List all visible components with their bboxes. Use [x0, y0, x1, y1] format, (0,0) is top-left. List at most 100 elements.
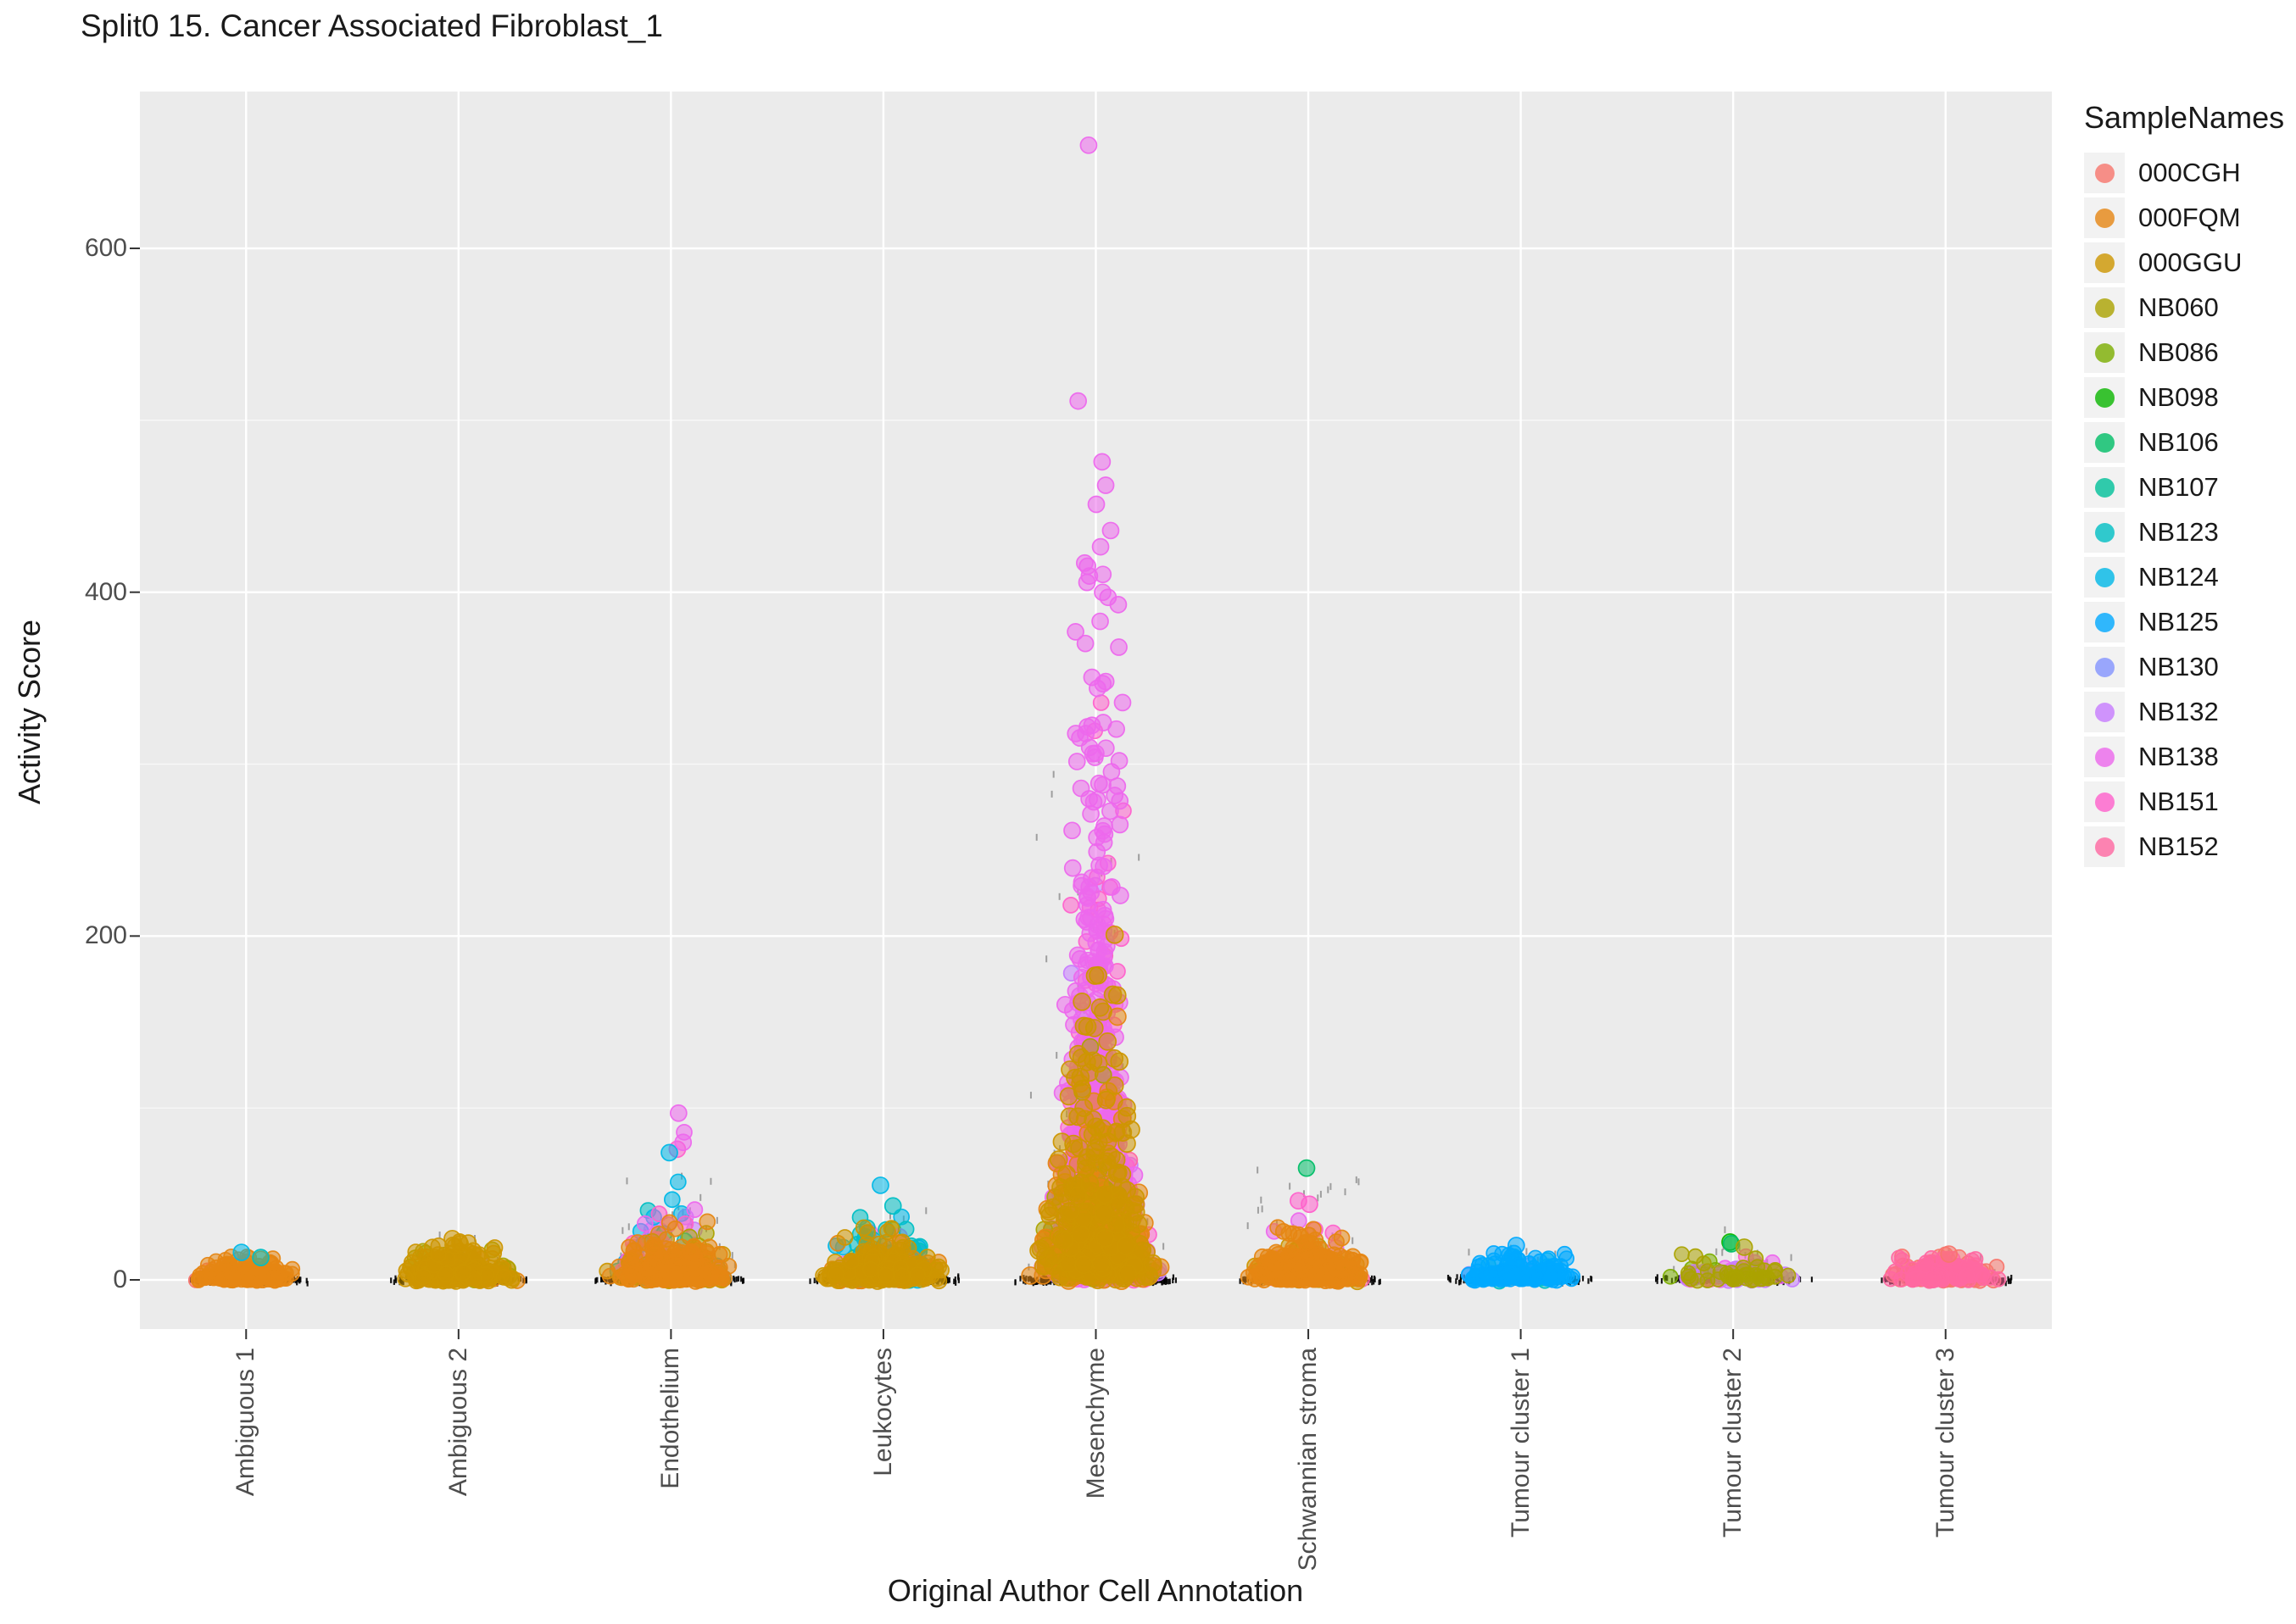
data-point: [1328, 1233, 1345, 1250]
legend-items: 000CGH 000FQM 000GGU NB060 NB086 NB098 NB106 NB…: [2084, 153, 2284, 867]
legend-key: [2084, 422, 2125, 463]
data-point: [278, 1271, 294, 1287]
data-point: [1049, 1150, 1068, 1169]
data-point: [1059, 1087, 1078, 1106]
legend-key: [2084, 557, 2125, 598]
data-point: [862, 1260, 879, 1278]
data-point: [1113, 1123, 1133, 1142]
data-point: [1728, 1271, 1745, 1288]
legend-key: [2084, 781, 2125, 822]
data-point: [1894, 1252, 1910, 1268]
legend-entry-label: NB107: [2138, 472, 2219, 502]
outlier-point: [883, 1197, 902, 1215]
data-point: [1078, 1148, 1097, 1167]
data-point: [1061, 1201, 1080, 1221]
data-point: [1097, 739, 1115, 758]
data-point: [1062, 897, 1079, 914]
legend-entry-label: 000CGH: [2138, 158, 2241, 187]
data-point: [1699, 1263, 1716, 1280]
data-point: [928, 1270, 946, 1288]
data-point: [1083, 716, 1101, 735]
data-point: [666, 1220, 684, 1237]
outlier-point: [451, 1235, 470, 1253]
data-point: [1069, 392, 1087, 410]
legend-entry: NB124: [2084, 557, 2284, 598]
data-point: [1089, 965, 1107, 985]
point-marker-icon: [2094, 298, 2115, 318]
data-point: [1118, 1264, 1138, 1283]
category-endothelium: [594, 1104, 745, 1290]
legend-entry-label: NB132: [2138, 697, 2219, 726]
points-group: [599, 1104, 738, 1290]
category-ambiguous-2: [390, 1229, 527, 1290]
data-point: [622, 1250, 640, 1268]
data-point: [227, 1271, 244, 1288]
legend-key: [2084, 647, 2125, 687]
data-point: [855, 1219, 872, 1237]
data-point: [1078, 573, 1096, 592]
data-point: [1662, 1268, 1679, 1285]
y-tick-label: 200: [84, 921, 127, 950]
data-point: [1091, 1254, 1111, 1273]
data-point: [1105, 925, 1124, 944]
legend-key: [2084, 467, 2125, 508]
data-point: [1096, 1090, 1116, 1110]
legend-entry: NB152: [2084, 826, 2284, 867]
x-tick-label: Endothelium: [656, 1348, 685, 1489]
point-marker-icon: [2094, 837, 2115, 857]
data-point: [1073, 993, 1091, 1011]
data-point: [878, 1266, 894, 1284]
data-point: [1126, 1195, 1145, 1214]
data-point: [601, 1267, 619, 1285]
data-point: [627, 1265, 644, 1282]
data-point: [1095, 1185, 1114, 1204]
data-point: [1095, 1228, 1115, 1248]
legend-entry-label: 000FQM: [2138, 203, 2241, 232]
data-point: [1094, 1002, 1112, 1021]
data-point: [242, 1267, 258, 1284]
y-tick-label: 600: [84, 234, 127, 263]
data-point: [1113, 693, 1132, 712]
point-marker-icon: [2094, 387, 2115, 408]
data-point: [1052, 1132, 1072, 1151]
data-point: [1110, 638, 1128, 656]
point-marker-icon: [2094, 747, 2115, 767]
data-point: [655, 1270, 673, 1288]
data-point: [1328, 1256, 1345, 1274]
data-point: [909, 1266, 927, 1283]
y-tick-label: 400: [84, 577, 127, 606]
data-point: [1094, 675, 1112, 693]
legend-entry-label: NB151: [2138, 787, 2219, 816]
points-group: [397, 1229, 526, 1290]
data-point: [1094, 583, 1112, 602]
legend-entry: NB106: [2084, 422, 2284, 463]
data-point: [1959, 1267, 1976, 1284]
outlier-point: [252, 1249, 270, 1266]
data-point: [1750, 1268, 1766, 1284]
x-tick-label: Ambiguous 2: [443, 1348, 472, 1497]
data-point: [686, 1201, 704, 1219]
outlier-point: [1301, 1195, 1318, 1214]
data-point: [1285, 1239, 1301, 1257]
data-point: [1143, 1254, 1162, 1273]
data-point: [636, 1215, 654, 1232]
outlier-point: [1940, 1245, 1959, 1263]
data-point: [1990, 1271, 2007, 1288]
data-point: [1103, 985, 1123, 1004]
point-marker-icon: [2094, 477, 2115, 498]
y-axis-title: Activity Score: [12, 619, 47, 805]
data-point: [1246, 1271, 1263, 1288]
data-point: [1102, 1147, 1121, 1166]
data-point: [1073, 876, 1090, 895]
data-point: [1061, 1060, 1079, 1079]
x-tick-label: Schwannian stroma: [1294, 1348, 1323, 1571]
legend-title: SampleNames: [2084, 100, 2285, 135]
data-point: [883, 1220, 900, 1237]
legend-entry: 000GGU: [2084, 242, 2284, 283]
legend-key: [2084, 692, 2125, 732]
legend-entry: 000CGH: [2084, 153, 2284, 193]
legend-key: [2084, 512, 2125, 553]
legend-entry-label: NB123: [2138, 517, 2219, 547]
